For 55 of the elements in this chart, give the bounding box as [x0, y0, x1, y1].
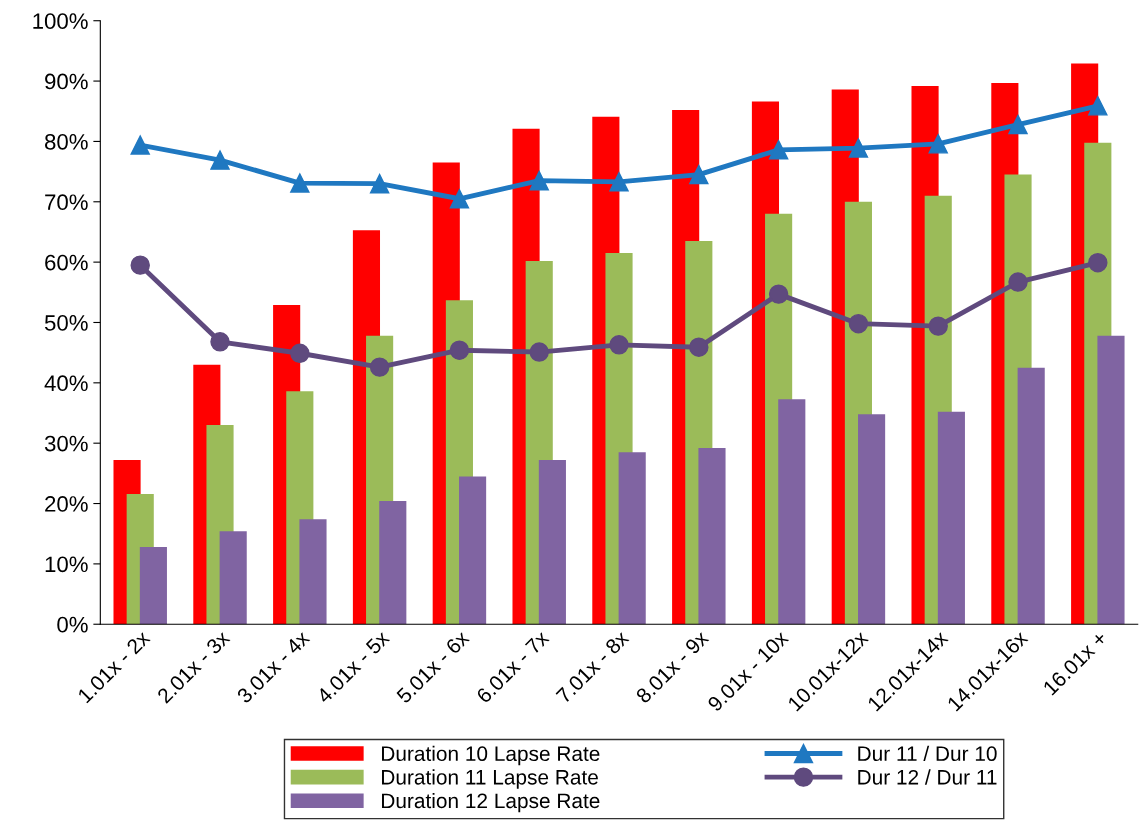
legend-label: Duration 10 Lapse Rate [382, 745, 600, 766]
point [928, 134, 948, 154]
y-tick-label: 60% [45, 254, 88, 271]
point [609, 172, 629, 192]
bar [219, 531, 247, 625]
point [768, 140, 789, 160]
point [689, 337, 709, 357]
point [449, 189, 470, 209]
point [529, 342, 549, 362]
point [609, 335, 629, 355]
point [290, 343, 310, 363]
y-tick-label: 0% [57, 616, 88, 633]
point [768, 284, 789, 304]
y-tick-label: 10% [45, 556, 88, 573]
y-tick-label: 50% [44, 315, 88, 331]
y-tick-label: 40% [44, 375, 88, 392]
bar [778, 399, 806, 625]
point [848, 313, 869, 334]
point [928, 316, 948, 336]
point [210, 332, 230, 352]
y-tick-label: 70% [45, 194, 88, 211]
point [369, 173, 390, 194]
bar [618, 452, 646, 625]
y-tick-label: 90% [45, 73, 88, 90]
bar [858, 414, 886, 625]
point [1088, 96, 1108, 116]
y-tick-label: 100% [33, 13, 88, 29]
point [848, 138, 869, 158]
bar [1097, 335, 1125, 625]
point [1008, 272, 1028, 292]
point [1008, 114, 1028, 135]
legend-label: Dur 11 / Dur 10 [858, 745, 997, 762]
point [449, 340, 470, 360]
point [369, 357, 390, 377]
bar [459, 476, 487, 625]
legend-label: Duration 11 Lapse Rate [382, 769, 598, 789]
point [290, 173, 310, 193]
point [529, 170, 549, 191]
point [1088, 253, 1108, 273]
point [210, 150, 230, 170]
y-tick-label: 30% [44, 435, 88, 452]
y-tick-label: 20% [45, 496, 88, 512]
bar [698, 448, 726, 625]
bar [538, 460, 566, 625]
bar [1017, 367, 1045, 625]
legend-label: Dur 12 / Dur 11 [858, 769, 997, 785]
legend-label: Duration 12 Lapse Rate [382, 792, 600, 813]
point [130, 255, 150, 275]
y-tick-label: 80% [45, 133, 88, 150]
bar [937, 411, 965, 625]
bar [379, 501, 407, 625]
point [130, 135, 150, 155]
bar [299, 519, 327, 625]
point [689, 164, 709, 185]
bar [139, 546, 167, 625]
